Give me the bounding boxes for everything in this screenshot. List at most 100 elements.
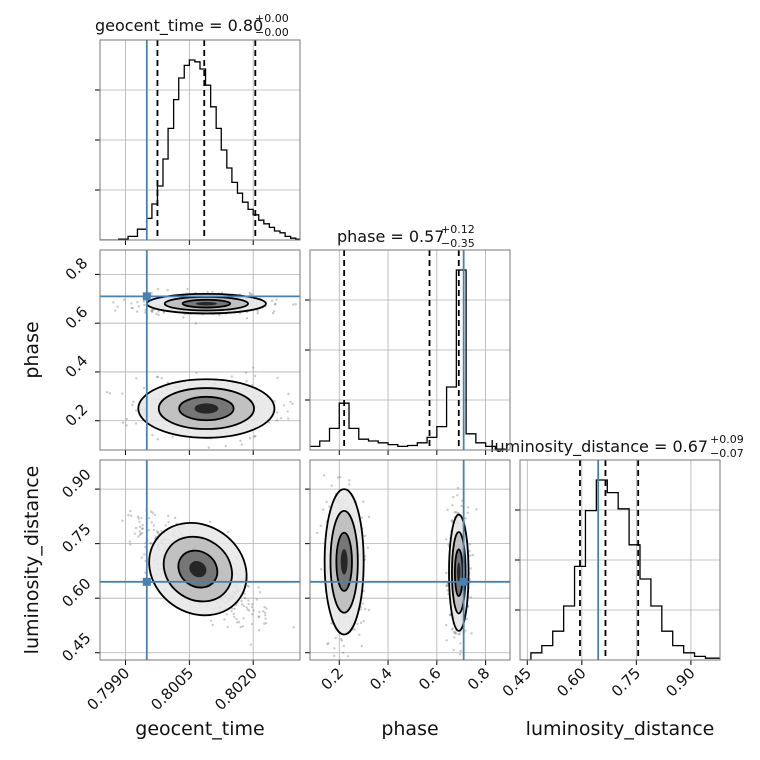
sample-point [362, 500, 365, 503]
sample-point [282, 404, 286, 407]
sample-point [125, 417, 129, 421]
ylabel-luminosity-distance: luminosity_distance [21, 466, 43, 655]
title-geocent-time-minus: −0.00 [255, 26, 289, 39]
sample-point [273, 399, 276, 403]
sample-point [156, 438, 160, 441]
x-tick-label: 0.75 [608, 664, 644, 700]
sample-point [240, 599, 243, 603]
sample-point [451, 519, 454, 522]
sample-point [144, 571, 147, 574]
sample-point [245, 317, 249, 320]
sample-point [362, 619, 365, 623]
sample-point [363, 534, 367, 538]
sample-point [139, 532, 143, 535]
hist-bin [253, 215, 259, 240]
sample-point [445, 538, 448, 541]
sample-point [366, 546, 370, 549]
sample-point [150, 308, 153, 312]
sample-point [147, 528, 151, 532]
title-phase: phase = 0.57 [337, 227, 444, 246]
truth-marker [142, 292, 151, 301]
sample-point [90, 292, 92, 294]
sample-point [340, 639, 344, 642]
sample-point [456, 511, 459, 514]
sample-point [367, 608, 371, 612]
sample-point [121, 392, 124, 395]
sample-point [452, 495, 455, 499]
hist-bin [466, 434, 476, 450]
sample-point [464, 517, 467, 520]
sample-point [125, 424, 128, 427]
sample-point [319, 567, 323, 571]
sample-point [240, 603, 244, 606]
sample-point [257, 629, 261, 632]
sample-point [135, 310, 139, 313]
contour-line [148, 521, 248, 617]
x-tick-label: 0.45 [499, 664, 535, 700]
density-fill [189, 561, 207, 578]
sample-point [316, 531, 319, 535]
sample-point [152, 469, 154, 471]
sample-point [206, 290, 209, 294]
sample-point [136, 515, 140, 518]
sample-point [359, 621, 363, 625]
hist-bin [651, 606, 662, 660]
hist-bin [232, 182, 238, 240]
sample-point [342, 644, 346, 648]
sample-point [134, 526, 138, 530]
sample-point [141, 523, 144, 527]
x-tick-label: 0.8 [464, 664, 494, 694]
sample-point [330, 484, 333, 487]
sample-point [129, 509, 132, 513]
sample-point [233, 615, 236, 619]
sample-point [140, 556, 143, 559]
sample-point [258, 610, 261, 614]
hist-panel-geocent_time [95, 39, 301, 245]
sample-point [445, 639, 448, 642]
sample-point [166, 514, 170, 518]
sample-point [262, 610, 265, 613]
sample-point [151, 310, 154, 313]
sample-point [319, 524, 322, 528]
sample-point [186, 287, 189, 291]
sample-point [142, 386, 146, 390]
hist-bin [564, 606, 575, 660]
sample-point [239, 439, 242, 443]
sample-point [129, 514, 133, 517]
sample-point [362, 589, 365, 593]
x-tick-label: 0.8005 [147, 664, 197, 714]
sample-point [194, 322, 198, 325]
sample-point [230, 375, 233, 378]
sample-point [265, 607, 268, 610]
hist-bin [195, 62, 200, 240]
sample-point [160, 529, 163, 533]
sample-point [138, 533, 142, 537]
hist-bin [264, 224, 270, 240]
sample-point [287, 392, 290, 396]
sample-point [456, 667, 458, 669]
sample-point [333, 654, 336, 657]
sample-point [321, 508, 325, 511]
sample-point [156, 287, 160, 291]
x-tick-label: 0.8020 [211, 664, 261, 714]
sample-point [224, 444, 227, 448]
sample-point [257, 586, 260, 589]
sample-point [458, 632, 461, 636]
sample-point [276, 376, 279, 380]
sample-point [468, 549, 471, 553]
sample-point [157, 310, 160, 313]
hist-bin [168, 128, 174, 240]
sample-point [233, 607, 236, 611]
hist-panel-luminosity_distance [515, 459, 721, 665]
sample-point [334, 636, 337, 640]
sample-point [132, 400, 135, 403]
hist-bin [269, 227, 274, 240]
sample-point [164, 524, 167, 527]
truth-marker [142, 577, 151, 586]
sample-point [235, 617, 238, 621]
sample-point [275, 298, 278, 301]
sample-point [446, 508, 449, 512]
sample-point [247, 602, 250, 606]
truth-marker [459, 577, 468, 586]
sample-point [166, 288, 169, 292]
